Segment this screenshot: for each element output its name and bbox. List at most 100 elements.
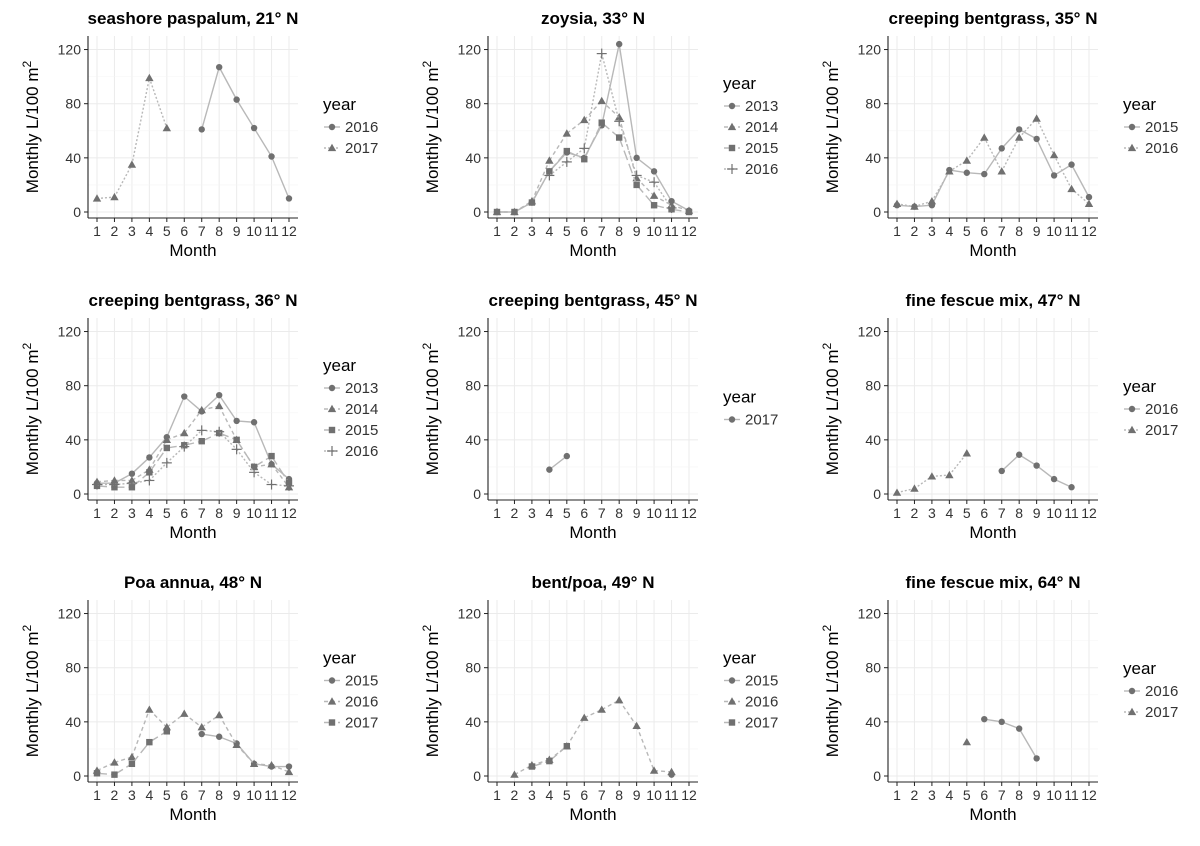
- legend-label: 2017: [345, 140, 378, 157]
- data-point: [614, 116, 625, 127]
- data-point: [1084, 199, 1094, 208]
- data-point: [250, 419, 258, 426]
- y-tick-label: 80: [65, 660, 81, 676]
- legend-key-marker: [1127, 425, 1137, 434]
- legend-title: year: [1123, 377, 1156, 396]
- legend-key-marker: [1128, 687, 1136, 695]
- data-point: [892, 488, 902, 496]
- legend-label: 2016: [1145, 140, 1178, 157]
- x-tick-label: 9: [1033, 223, 1041, 239]
- x-tick-label: 8: [215, 223, 223, 239]
- data-point: [1050, 475, 1058, 483]
- x-tick-label: 10: [1046, 223, 1062, 239]
- x-tick-label: 9: [633, 505, 641, 521]
- x-tick-label: 11: [664, 223, 679, 239]
- y-axis-title-superscript: 2: [20, 343, 34, 350]
- series-line-segment: [253, 127, 273, 157]
- legend-key-marker: [1128, 123, 1136, 131]
- legend-label: 2016: [1145, 683, 1178, 700]
- y-axis-title-superscript: 2: [20, 61, 34, 68]
- x-tick-label: 7: [998, 787, 1006, 803]
- x-axis-title: Month: [969, 523, 1016, 542]
- x-tick-label: 5: [563, 223, 571, 239]
- legend: year 2016 2017: [1123, 377, 1178, 439]
- series-2016: [92, 425, 294, 491]
- series-line-segment: [253, 471, 272, 486]
- x-tick-label: 9: [1033, 505, 1041, 521]
- x-tick-label: 9: [1033, 787, 1041, 803]
- data-point: [249, 467, 260, 478]
- legend-label: 2017: [1145, 422, 1178, 439]
- data-point: [1033, 462, 1040, 469]
- data-point: [144, 475, 155, 486]
- x-tick-label: 6: [580, 505, 588, 521]
- legend-title: year: [723, 74, 756, 93]
- y-tick-label: 0: [873, 204, 881, 220]
- series-line-segment: [96, 479, 115, 483]
- series-line-segment: [183, 395, 203, 412]
- x-tick-label: 4: [945, 505, 953, 521]
- x-tick-label: 3: [128, 505, 136, 521]
- x-tick-label: 7: [998, 223, 1006, 239]
- x-tick-label: 2: [111, 787, 119, 803]
- y-tick-label: 40: [865, 432, 881, 448]
- legend-key-marker: [727, 697, 737, 705]
- x-tick-label: 6: [980, 223, 988, 239]
- legend: year 2015 2016: [1123, 95, 1178, 157]
- x-tick-label: 12: [281, 787, 297, 803]
- x-tick-label: 12: [1081, 787, 1097, 803]
- data-point: [128, 470, 136, 477]
- y-tick-label: 40: [465, 714, 481, 730]
- x-tick-label: 3: [128, 223, 136, 239]
- series-line-segment: [636, 174, 655, 183]
- x-tick-label: 7: [198, 787, 206, 803]
- x-tick-label: 11: [264, 505, 279, 521]
- data-point: [215, 63, 223, 71]
- x-tick-label: 5: [963, 787, 971, 803]
- legend-item-2017: 2017: [324, 715, 378, 732]
- series-2013: [93, 391, 293, 487]
- panel-title: Poa annua, 48° N: [124, 573, 262, 592]
- y-axis-title: Monthly L/100 m2: [20, 625, 42, 758]
- x-tick-label: 6: [180, 787, 188, 803]
- data-point: [667, 767, 676, 776]
- data-point: [215, 391, 223, 399]
- series-line-segment: [1053, 154, 1073, 190]
- series-2017: [962, 737, 972, 746]
- legend-item-2016: 2016: [724, 161, 778, 178]
- legend-label: 2015: [745, 673, 778, 690]
- series-line-segment: [896, 487, 915, 494]
- data-point: [1067, 184, 1076, 193]
- series-line-segment: [653, 181, 673, 209]
- x-tick-label: 9: [633, 787, 641, 803]
- y-axis-title: Monthly L/100 m2: [420, 625, 442, 758]
- legend-label: 2015: [1145, 119, 1178, 136]
- legend-title: year: [1123, 659, 1156, 678]
- series-line-segment: [218, 394, 238, 422]
- data-point: [631, 170, 642, 181]
- x-tick-label: 5: [563, 505, 571, 521]
- x-tick-label: 10: [646, 223, 662, 239]
- series-line-segment: [1036, 118, 1055, 156]
- legend-label: 2017: [745, 715, 778, 732]
- x-tick-label: 5: [163, 787, 171, 803]
- legend: year 2016 2017: [323, 95, 378, 157]
- legend-key-marker: [327, 446, 337, 456]
- series-line-segment: [618, 699, 638, 727]
- x-tick-label: 4: [945, 787, 953, 803]
- y-axis-title-superscript: 2: [420, 625, 434, 632]
- data-point: [163, 444, 171, 452]
- y-tick-label: 120: [58, 42, 82, 58]
- y-tick-label: 40: [65, 432, 81, 448]
- x-tick-label: 12: [281, 223, 297, 239]
- series-line-segment: [531, 160, 551, 202]
- y-axis-title-superscript: 2: [820, 625, 834, 632]
- x-tick-label: 7: [998, 505, 1006, 521]
- x-tick-label: 12: [1081, 223, 1097, 239]
- series-line-segment: [131, 479, 150, 484]
- x-tick-label: 3: [928, 223, 936, 239]
- data-point: [546, 466, 553, 473]
- panel-title: creeping bentgrass, 36° N: [89, 291, 298, 310]
